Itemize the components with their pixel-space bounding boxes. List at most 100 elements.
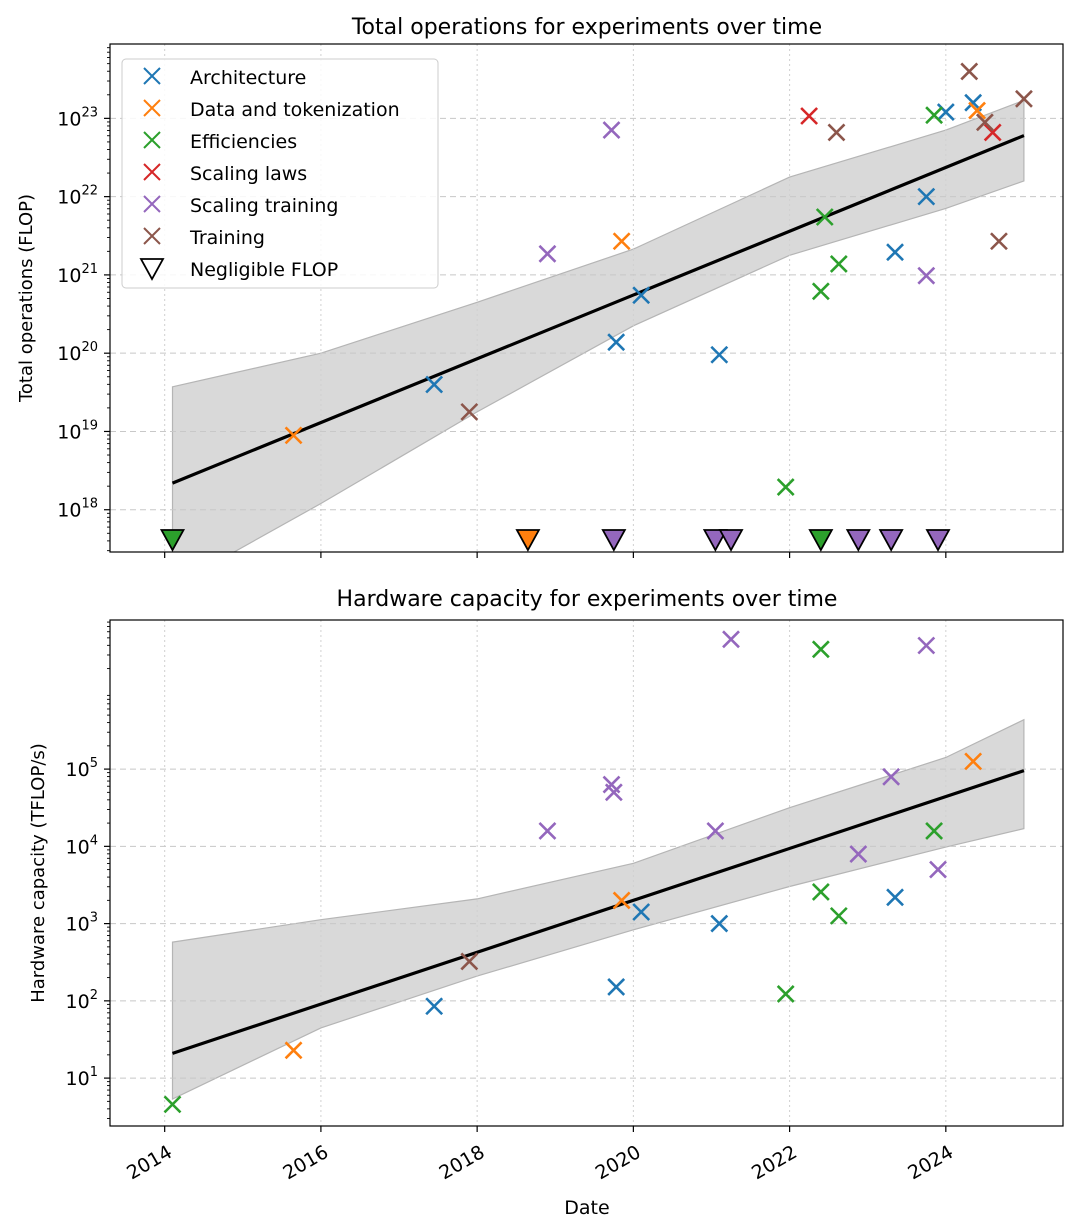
point-scaling-laws	[983, 123, 1002, 142]
point-efficiencies	[829, 255, 848, 273]
point-scaling-training	[929, 860, 947, 879]
y-tick-label: 1021	[57, 262, 98, 287]
point-architecture	[886, 888, 904, 907]
point-scaling-training	[538, 244, 557, 263]
top-negligible-markers	[159, 529, 951, 552]
y-tick-label: 1019	[57, 418, 98, 443]
point-training	[827, 123, 846, 142]
y-tick-label: 1023	[57, 105, 98, 130]
point-architecture	[632, 903, 651, 921]
negligible-flop-marker	[845, 529, 871, 552]
bottom-chart-title: Hardware capacity for experiments over t…	[337, 587, 838, 612]
legend-marker-scaling-laws	[143, 163, 161, 181]
legend-label-scaling-laws: Scaling laws	[190, 163, 307, 185]
point-efficiencies	[163, 1095, 182, 1114]
point-scaling-training	[706, 821, 725, 840]
negligible-flop-marker	[159, 529, 186, 552]
point-scaling-training	[917, 636, 936, 655]
legend-label-negligible-flop: Negligible FLOP	[190, 259, 338, 281]
point-architecture	[886, 243, 904, 262]
legend-label-efficiencies: Efficiencies	[190, 131, 297, 153]
point-scaling-laws	[800, 107, 819, 125]
confidence-band-area	[171, 99, 1025, 552]
point-efficiencies	[925, 106, 944, 125]
bottom-trend-line	[171, 769, 1025, 1055]
top-trend-line	[171, 134, 1025, 485]
legend-marker-scaling-training	[143, 195, 161, 213]
point-efficiencies	[815, 208, 834, 226]
point-architecture	[917, 187, 936, 206]
negligible-flop-marker	[878, 529, 904, 552]
point-efficiencies	[811, 883, 830, 901]
top-chart: Total operations for experiments over ti…	[16, 15, 1064, 558]
point-data-and-tokenization	[612, 232, 631, 251]
point-scaling-training	[538, 821, 557, 840]
point-scaling-training	[604, 783, 623, 802]
point-training	[1015, 89, 1033, 108]
negligible-flop-marker	[601, 529, 627, 552]
bottom-confidence-band	[171, 718, 1025, 1100]
point-efficiencies	[776, 984, 795, 1003]
point-efficiencies	[925, 821, 944, 840]
negligible-flop-marker	[718, 529, 744, 552]
negligible-flop-marker	[515, 529, 541, 552]
confidence-band-area	[171, 718, 1025, 1100]
point-data-and-tokenization	[964, 752, 983, 771]
point-scaling-training	[722, 630, 740, 649]
legend-item-negligible-flop: Negligible FLOP	[139, 258, 338, 281]
point-scaling-training	[917, 266, 936, 285]
legend-marker-data-and-tokenization	[143, 99, 161, 117]
legend-item-efficiencies: Efficiencies	[143, 131, 297, 153]
legend-marker-architecture	[143, 67, 161, 85]
point-architecture	[425, 375, 444, 394]
legend-label-training: Training	[189, 227, 265, 249]
x-axis-label: Date	[564, 1197, 609, 1219]
point-architecture	[607, 978, 626, 996]
bottom-grid	[110, 620, 1063, 1126]
top-confidence-band	[171, 99, 1025, 552]
point-architecture	[710, 914, 729, 933]
legend-item-architecture: Architecture	[143, 67, 306, 89]
legend-item-data-and-tokenization: Data and tokenization	[143, 99, 400, 121]
y-tick-label: 1020	[57, 340, 98, 365]
point-efficiencies	[811, 282, 830, 301]
legend-label-scaling-training: Scaling training	[190, 195, 338, 217]
legend-item-scaling-training: Scaling training	[143, 195, 338, 217]
legend-marker-negligible-flop	[139, 258, 165, 281]
bottom-y-axis-label: Hardware capacity (TFLOP/s)	[28, 743, 49, 1003]
top-x-ticks	[164, 552, 947, 558]
trend-line	[171, 769, 1025, 1055]
point-data-and-tokenization	[284, 426, 303, 445]
point-scaling-training	[602, 121, 621, 140]
top-plot-frame	[109, 43, 1064, 553]
legend-marker-training	[143, 227, 161, 245]
bottom-plot-frame	[109, 619, 1064, 1127]
point-training	[975, 113, 994, 132]
bottom-data-points	[163, 630, 983, 1114]
top-chart-title: Total operations for experiments over ti…	[351, 15, 822, 40]
negligible-flop-marker	[808, 529, 834, 552]
trend-line	[171, 134, 1025, 485]
legend-box	[121, 58, 439, 289]
point-data-and-tokenization	[284, 1041, 303, 1060]
legend-item-training: Training	[143, 227, 265, 249]
point-architecture	[607, 333, 626, 352]
legend-label-architecture: Architecture	[190, 67, 306, 89]
point-architecture	[936, 103, 955, 122]
point-scaling-training	[849, 845, 868, 863]
point-efficiencies	[829, 906, 848, 925]
point-training	[960, 62, 979, 81]
point-architecture	[425, 997, 444, 1016]
legend: Architecture Data and tokenization Effic…	[121, 58, 439, 289]
point-scaling-training	[882, 767, 901, 786]
point-architecture	[710, 345, 729, 364]
point-efficiencies	[776, 478, 795, 496]
top-y-axis-label: Total operations (FLOP)	[16, 194, 37, 403]
negligible-flop-marker	[925, 529, 951, 552]
point-training	[460, 402, 479, 421]
top-grid	[110, 44, 1063, 552]
top-data-points	[284, 62, 1033, 496]
point-training	[990, 232, 1008, 251]
